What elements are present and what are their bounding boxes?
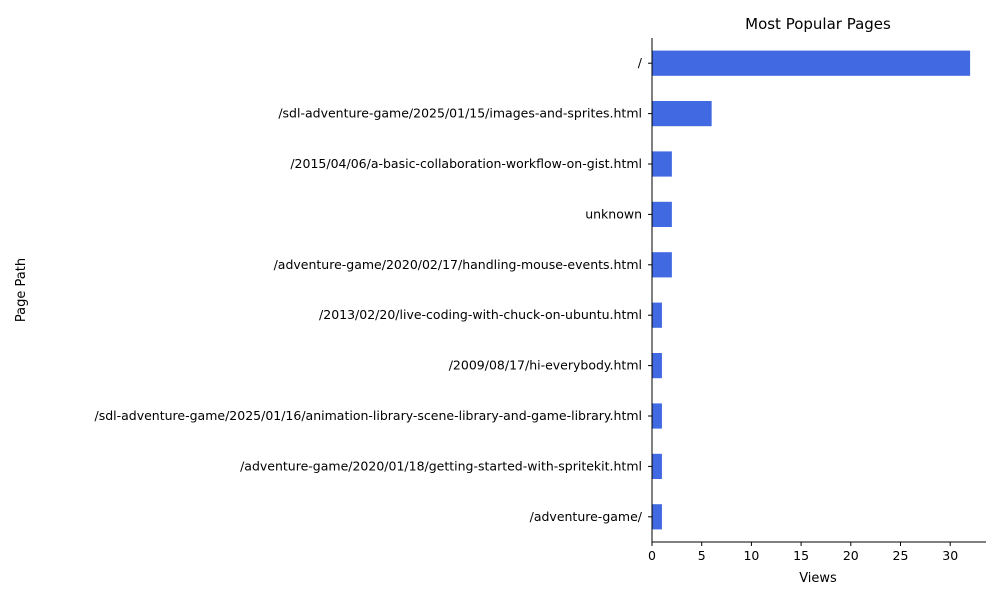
x-tick-label: 10 (743, 548, 759, 563)
bar (652, 101, 712, 127)
y-tick-label: /adventure-game/2020/02/17/handling-mous… (274, 257, 642, 272)
x-tick-label: 15 (793, 548, 809, 563)
y-tick-label: /sdl-adventure-game/2025/01/16/animation… (94, 408, 642, 423)
y-tick-label: /adventure-game/ (530, 509, 643, 524)
y-tick-label: /2009/08/17/hi-everybody.html (449, 358, 642, 373)
bar (652, 504, 662, 530)
x-tick-label: 0 (648, 548, 656, 563)
y-tick-label: / (638, 55, 643, 70)
x-tick-label: 5 (698, 548, 706, 563)
bar (652, 353, 662, 379)
x-tick-labels: 0 5 10 15 20 25 30 (648, 542, 958, 563)
y-tick-label: /2013/02/20/live-coding-with-chuck-on-ub… (319, 307, 642, 322)
bar (652, 302, 662, 328)
bar (652, 453, 662, 479)
bar (652, 50, 971, 76)
bars-group (652, 50, 971, 530)
x-axis-label: Views (799, 571, 837, 586)
chart-title: Most Popular Pages (745, 15, 891, 33)
y-tick-label: /adventure-game/2020/01/18/getting-start… (240, 458, 642, 473)
y-axis-label: Page Path (14, 258, 29, 322)
bar (652, 151, 672, 177)
x-tick-label: 20 (843, 548, 859, 563)
y-tick-label: unknown (585, 206, 642, 221)
y-tick-labels: / /sdl-adventure-game/2025/01/15/images-a… (94, 55, 652, 524)
y-tick-label: /sdl-adventure-game/2025/01/15/images-an… (278, 106, 642, 121)
x-tick-label: 30 (942, 548, 958, 563)
bar (652, 252, 672, 278)
bar (652, 201, 672, 227)
x-tick-label: 25 (893, 548, 909, 563)
bar (652, 403, 662, 429)
y-tick-label: /2015/04/06/a-basic-collaboration-workfl… (290, 156, 642, 171)
